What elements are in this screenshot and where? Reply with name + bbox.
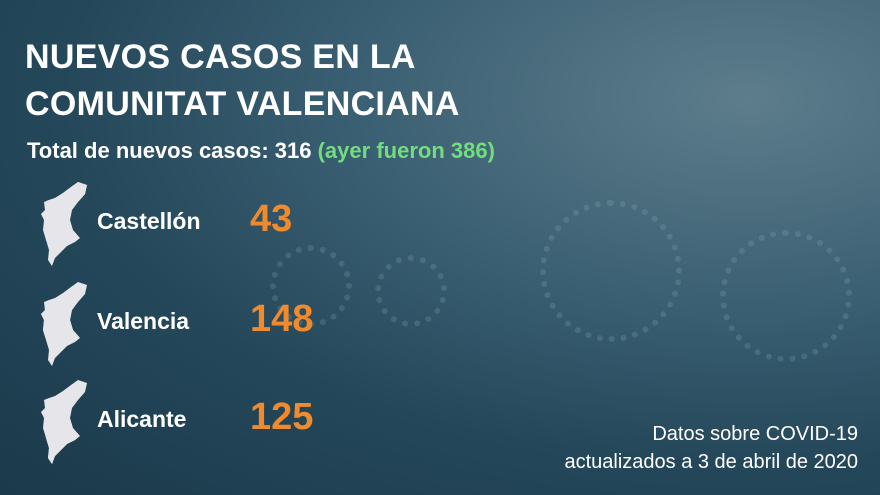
map-valencia-icon (41, 282, 87, 366)
total-label: Total de nuevos casos: 316 (27, 138, 312, 163)
province-name: Valencia (97, 308, 190, 334)
map-alicante-icon (41, 380, 87, 464)
page-title: NUEVOS CASOS EN LA COMUNITAT VALENCIANA (25, 34, 460, 128)
province-name: Castellón (97, 208, 201, 234)
virus-decoration (375, 255, 447, 327)
title-line-1: NUEVOS CASOS EN LA (25, 38, 416, 76)
virus-decoration (540, 200, 682, 342)
map-castellon-icon (41, 182, 87, 266)
footer-line-2: actualizados a 3 de abril de 2020 (564, 451, 858, 473)
footer-line-1: Datos sobre COVID-19 (652, 423, 858, 445)
province-row-castellon: Castellón 43 (40, 180, 360, 270)
yesterday-label: (ayer fueron 386) (317, 138, 495, 163)
total-summary: Total de nuevos casos: 316 (ayer fueron … (27, 138, 495, 164)
province-cases: 125 (250, 396, 314, 438)
province-row-valencia: Valencia 148 (40, 280, 360, 370)
virus-decoration (720, 230, 852, 362)
virus-decoration (270, 245, 352, 327)
footer-note: Datos sobre COVID-19 actualizados a 3 de… (564, 420, 858, 476)
province-name: Alicante (97, 406, 187, 432)
province-cases: 148 (250, 298, 314, 340)
province-row-alicante: Alicante 125 (40, 378, 360, 468)
title-line-2: COMUNITAT VALENCIANA (25, 85, 460, 123)
province-cases: 43 (250, 198, 293, 240)
